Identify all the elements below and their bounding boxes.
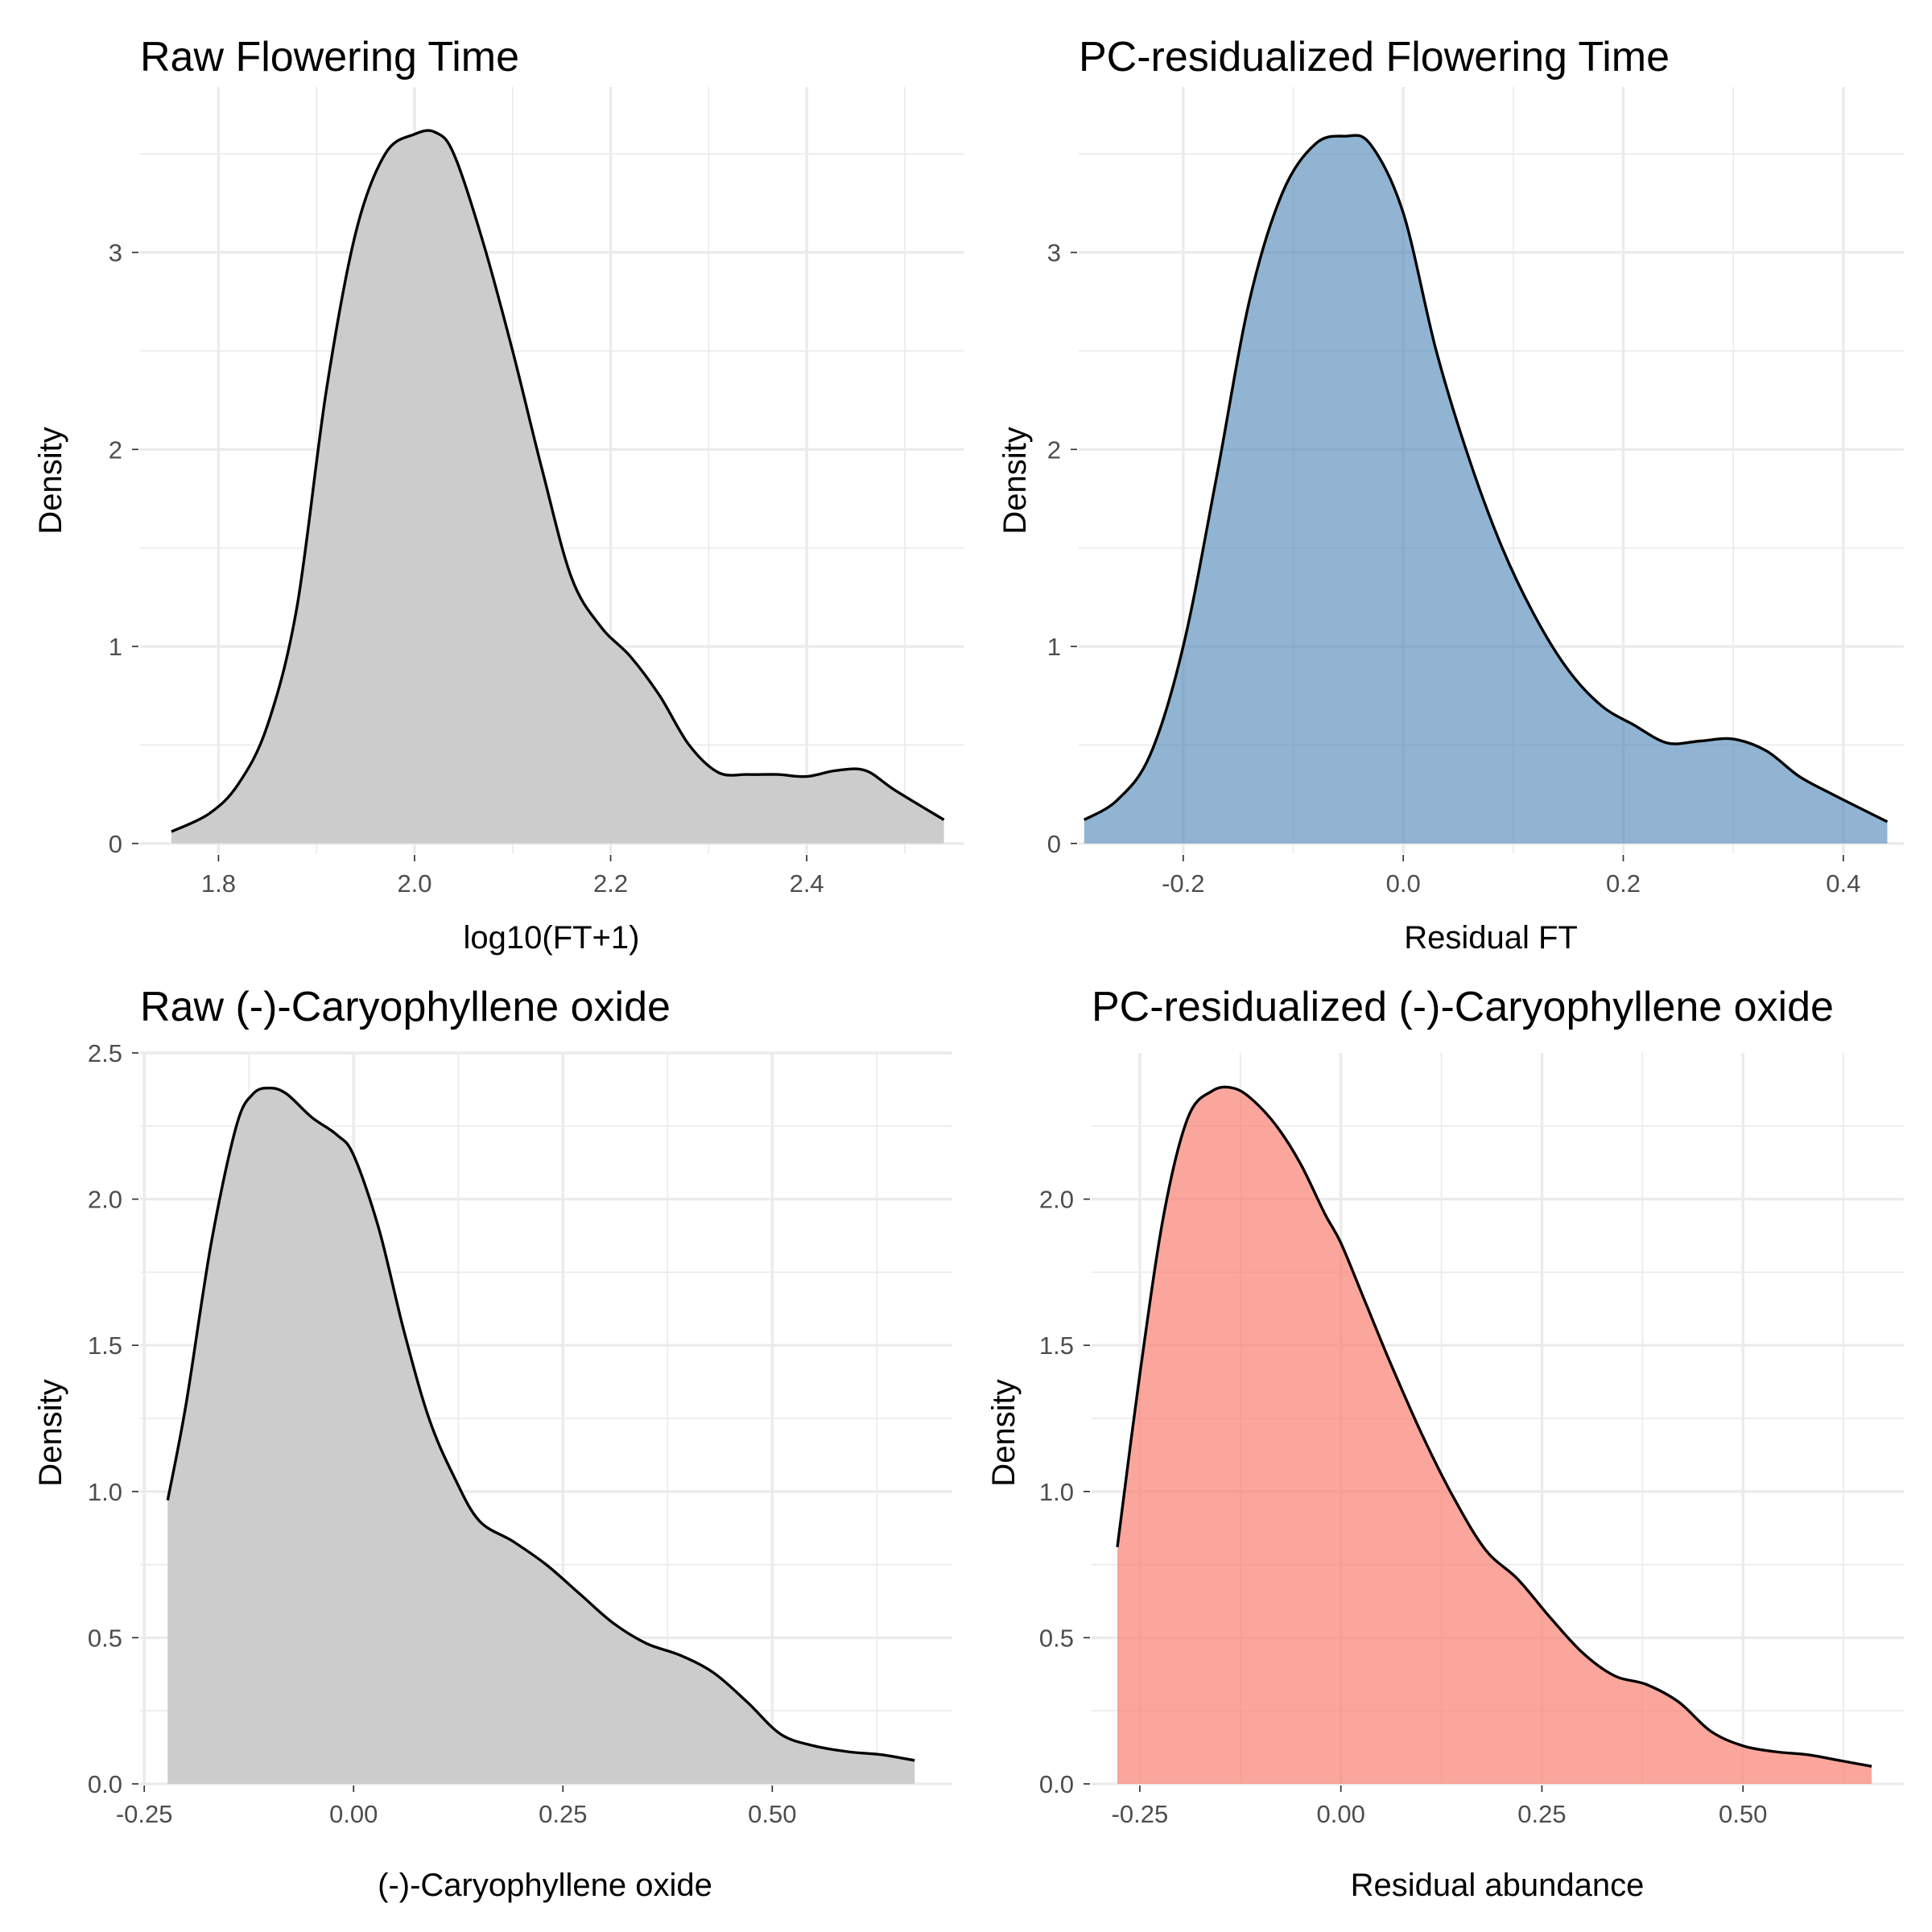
x-axis-label-pc-ft: Residual FT	[1404, 920, 1578, 956]
y-tick-label: 0	[109, 830, 122, 858]
y-axis-label-raw-ft: Density	[33, 427, 68, 534]
y-tick-label: 2.0	[88, 1186, 122, 1214]
y-tick-label: 1	[109, 633, 122, 661]
x-tick-label: 0.4	[1826, 869, 1860, 898]
panel-raw-ft: Raw Flowering Time log10(FT+1) Density 1…	[33, 34, 964, 956]
x-tick-label: -0.25	[1112, 1800, 1169, 1828]
panel-title-pc-co: PC-residualized (-)-Caryophyllene oxide	[1092, 984, 1834, 1030]
y-tick-label: 0.5	[88, 1624, 122, 1652]
x-axis-label-pc-co: Residual abundance	[1351, 1868, 1645, 1903]
density-area	[167, 1088, 914, 1784]
y-tick-label: 2.0	[1039, 1186, 1074, 1214]
y-tick-label: 3	[1047, 239, 1061, 267]
x-tick-label: -0.2	[1162, 869, 1204, 898]
density-area	[171, 130, 944, 844]
x-tick-label: 0.0	[1386, 869, 1421, 898]
x-tick-label: 2.0	[397, 869, 431, 898]
x-tick-label: 1.8	[201, 869, 236, 898]
x-tick-label: 0.00	[1317, 1800, 1365, 1828]
density-area	[1084, 135, 1888, 844]
y-tick-label: 3	[109, 239, 122, 267]
y-tick-label: 1	[1047, 633, 1061, 661]
panel-title-raw-ft: Raw Flowering Time	[140, 34, 519, 80]
y-tick-label: 2.5	[88, 1039, 122, 1067]
x-tick-label: 0.25	[1517, 1800, 1566, 1828]
y-axis-label-pc-ft: Density	[997, 427, 1033, 534]
y-axis-label-raw-co: Density	[33, 1379, 68, 1486]
x-tick-label: 0.2	[1606, 869, 1641, 898]
panel-pc-ft: PC-residualized Flowering Time Residual …	[997, 34, 1904, 956]
y-tick-label: 0.0	[88, 1770, 122, 1798]
y-tick-label: 0	[1047, 830, 1061, 858]
panel-raw-co: Raw (-)-Caryophyllene oxide (-)-Caryophy…	[33, 984, 952, 1903]
x-tick-label: 2.4	[790, 869, 824, 898]
x-axis-label-raw-co: (-)-Caryophyllene oxide	[378, 1868, 712, 1903]
y-tick-label: 0.5	[1039, 1624, 1074, 1652]
density-area	[1117, 1087, 1872, 1784]
x-tick-label: 0.25	[539, 1800, 587, 1828]
x-tick-label: -0.25	[116, 1800, 173, 1828]
y-tick-label: 1.0	[1039, 1478, 1074, 1506]
panel-pc-co: PC-residualized (-)-Caryophyllene oxide …	[986, 984, 1904, 1903]
x-tick-label: 0.50	[1719, 1800, 1767, 1828]
y-tick-label: 1.0	[88, 1478, 122, 1506]
y-tick-label: 2	[1047, 436, 1061, 464]
panel-title-pc-ft: PC-residualized Flowering Time	[1079, 34, 1670, 80]
x-tick-label: 0.00	[329, 1800, 378, 1828]
y-tick-label: 1.5	[1039, 1331, 1074, 1360]
y-tick-label: 0.0	[1039, 1770, 1074, 1798]
y-tick-label: 2	[109, 436, 122, 464]
y-axis-label-pc-co: Density	[986, 1379, 1022, 1486]
x-tick-label: 2.2	[593, 869, 628, 898]
panel-title-raw-co: Raw (-)-Caryophyllene oxide	[140, 984, 671, 1030]
y-tick-label: 1.5	[88, 1331, 122, 1360]
x-tick-label: 0.50	[748, 1800, 796, 1828]
x-axis-label-raw-ft: log10(FT+1)	[464, 920, 640, 956]
